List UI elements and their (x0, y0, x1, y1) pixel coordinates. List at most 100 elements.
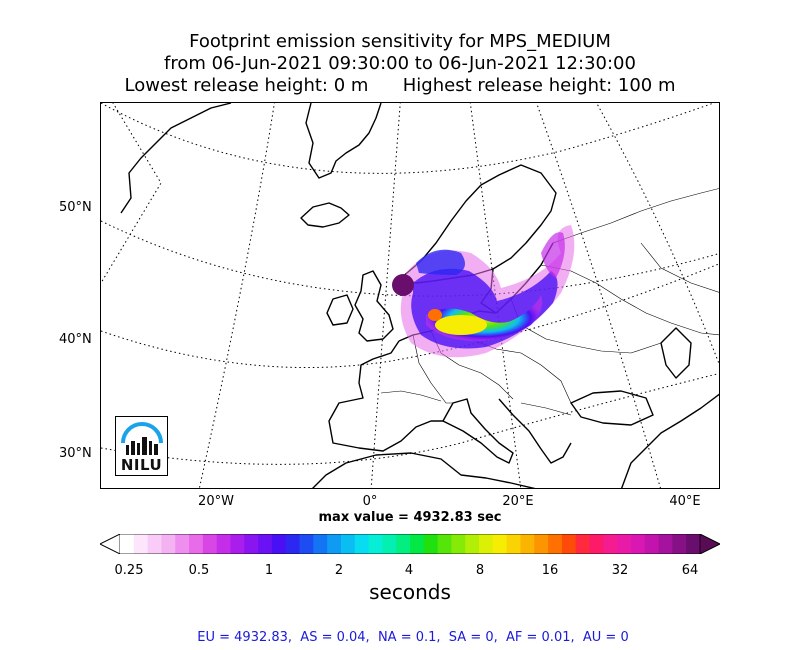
colorbar-swatch (534, 534, 549, 554)
colorbar-swatch (548, 534, 563, 554)
caspian-coast (660, 327, 692, 379)
colorbar-tick: 1 (264, 563, 274, 578)
italy-coast (442, 398, 514, 464)
africa-coast (312, 452, 536, 488)
colorbar-swatch (630, 534, 646, 554)
colorbar-tick: 8 (475, 563, 485, 578)
meridian-10e (469, 103, 522, 488)
region-stats: EU = 4932.83, AS = 0.04, NA = 0.1, SA = … (197, 630, 629, 645)
colorbar-swatch (133, 534, 149, 554)
max-value-text: max value = 4932.83 sec (318, 510, 502, 525)
colorbar-tick: 32 (611, 563, 629, 578)
colorbar-swatch (520, 534, 535, 554)
colorbar-swatch (589, 534, 604, 554)
east-coast (620, 393, 719, 488)
colorbar-tick: 64 (681, 563, 699, 578)
colorbar-swatch (244, 534, 259, 554)
colorbar-swatch (120, 534, 135, 554)
lon-label-20w: 20°W (198, 494, 234, 509)
lon-label-40e: 40°E (669, 494, 701, 509)
colorbar-tick: 0.5 (188, 563, 210, 578)
title-line-2: from 06-Jun-2021 09:30:00 to 06-Jun-2021… (164, 53, 636, 74)
parallel-60n (101, 103, 716, 174)
colorbar-swatch (658, 534, 673, 554)
colorbar-swatch (506, 534, 522, 554)
colorbar-swatch (354, 534, 370, 554)
colorbar-swatch (479, 534, 494, 554)
colorbar-swatch (189, 534, 204, 554)
colorbar-swatch (161, 534, 176, 554)
colorbar-swatch (492, 534, 508, 554)
nilu-logo-icon (121, 422, 163, 455)
colorbar-swatch (230, 534, 245, 554)
colorbar-tick: 16 (541, 563, 559, 578)
colorbar-swatch (368, 534, 383, 554)
colorbar-swatch (575, 534, 591, 554)
graticule (101, 103, 719, 488)
meridian-30e (595, 103, 719, 366)
black-sea-coast (570, 390, 654, 426)
plume-east-tail (541, 232, 565, 278)
colorbar-swatch (686, 534, 701, 554)
colorbar-swatch (147, 534, 163, 554)
plume-hotspot-red (428, 309, 442, 321)
plume-core (435, 315, 487, 335)
great-britain-coast (354, 270, 394, 342)
colorbar-swatch (340, 534, 356, 554)
colorbar-swatch (285, 534, 301, 554)
colorbar-swatch (617, 534, 632, 554)
map-canvas (101, 103, 719, 488)
colorbar-extend-low (100, 534, 121, 554)
footprint-plume (392, 225, 575, 358)
colorbar-swatch (202, 534, 218, 554)
colorbar-tick: 4 (404, 563, 414, 578)
title-line-1: Footprint emission sensitivity for MPS_M… (189, 31, 611, 52)
colorbar-swatch (299, 534, 314, 554)
colorbar-tick: 0.25 (114, 563, 144, 578)
colorbar-swatch (271, 534, 287, 554)
lat-label-30n: 30°N (59, 446, 92, 461)
colorbar-swatch (644, 534, 660, 554)
lat-label-50n: 50°N (59, 200, 92, 215)
colorbar-swatch (410, 534, 425, 554)
meridian-0 (370, 103, 401, 488)
title-line-3: Lowest release height: 0 m Highest relea… (124, 75, 676, 96)
colorbar-swatch (327, 534, 342, 554)
colorbar-swatch (382, 534, 397, 554)
colorbar-swatch (561, 534, 577, 554)
iceland-coast (300, 202, 350, 228)
colorbar-swatch (313, 534, 328, 554)
parallel-50n (101, 220, 719, 297)
parallel-30n (101, 372, 719, 465)
colorbar-swatch (258, 534, 273, 554)
meridian-30w (101, 103, 162, 284)
footprint-map (100, 102, 720, 489)
plume-north (416, 249, 465, 275)
lon-label-20e: 20°E (502, 494, 534, 509)
colorbar (100, 534, 720, 554)
lat-label-40n: 40°N (59, 332, 92, 347)
balkan-coast (498, 398, 572, 464)
colorbar-swatch (396, 534, 411, 554)
country-borders (380, 188, 719, 416)
greenland-coast (120, 103, 382, 214)
colorbar-swatch (216, 534, 232, 554)
colorbar-swatch (437, 534, 453, 554)
parallel-40n (101, 263, 719, 369)
colorbar-swatch (175, 534, 190, 554)
colorbar-label: seconds (369, 580, 451, 604)
meridian-20e (536, 103, 661, 488)
nilu-logo-text: NILU (120, 456, 163, 474)
colorbar-swatch (451, 534, 466, 554)
ireland-coast (326, 294, 354, 326)
colorbar-tick: 2 (334, 563, 344, 578)
colorbar-swatch (423, 534, 439, 554)
nilu-logo: NILU (115, 416, 168, 476)
meridian-20w (198, 103, 275, 488)
colorbar-swatch (603, 534, 618, 554)
lon-label-0: 0° (362, 494, 378, 509)
colorbar-extend-high (699, 534, 720, 554)
colorbar-swatch (465, 534, 480, 554)
colorbar-swatch (672, 534, 687, 554)
release-point (392, 274, 414, 296)
